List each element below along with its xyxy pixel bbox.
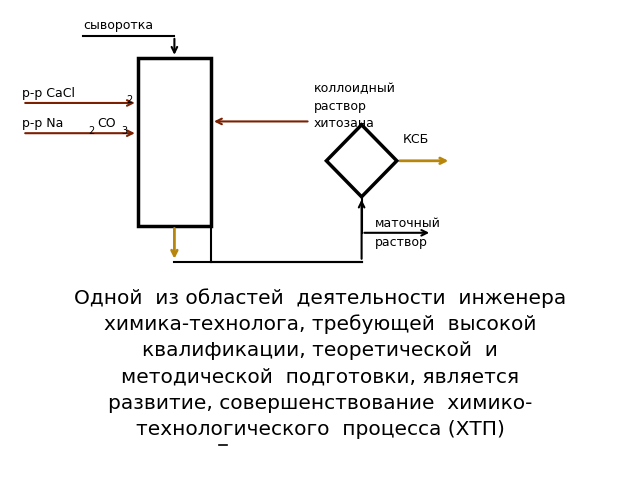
Text: квалификации, теоретической  и: квалификации, теоретической и — [142, 341, 498, 360]
Text: сыворотка: сыворотка — [83, 19, 154, 32]
Text: 3: 3 — [122, 126, 128, 135]
Text: Одной  из областей  деятельности  инженера: Одной из областей деятельности инженера — [74, 288, 566, 308]
Text: развитие, совершенствование  химико-: развитие, совершенствование химико- — [108, 394, 532, 413]
Text: раствор: раствор — [314, 100, 367, 113]
Text: 2: 2 — [126, 96, 132, 105]
Polygon shape — [326, 125, 397, 197]
Text: 2: 2 — [88, 126, 95, 135]
Text: маточный: маточный — [374, 217, 440, 230]
Text: химика-технолога, требующей  высокой: химика-технолога, требующей высокой — [104, 314, 536, 334]
Text: методической  подготовки, является: методической подготовки, является — [121, 367, 519, 386]
Text: раствор: раствор — [374, 236, 428, 249]
Text: р-р CaCl: р-р CaCl — [22, 86, 76, 99]
Text: КСБ: КСБ — [403, 133, 429, 146]
Text: хитозана: хитозана — [314, 117, 374, 130]
Bar — [138, 58, 211, 226]
Text: коллоидный: коллоидный — [314, 82, 396, 95]
Text: технологического  процесса (XТП): технологического процесса (XТП) — [136, 420, 504, 439]
Text: CO: CO — [97, 117, 116, 130]
Text: р-р Na: р-р Na — [22, 117, 64, 130]
